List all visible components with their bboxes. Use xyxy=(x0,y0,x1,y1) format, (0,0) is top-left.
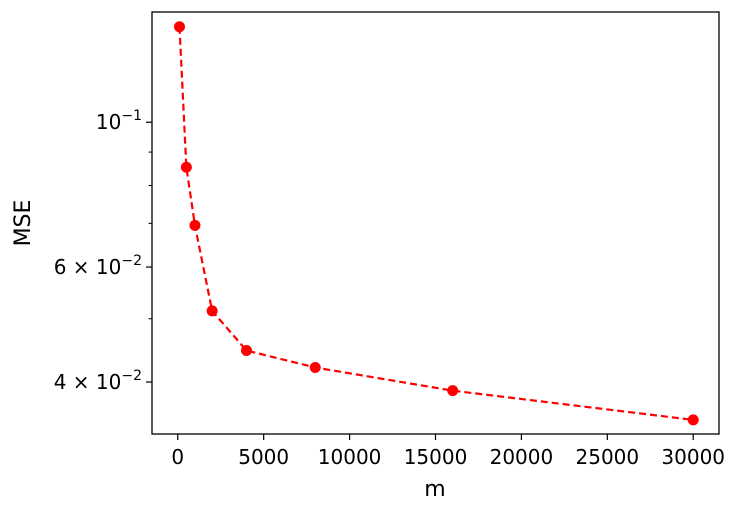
x-tick-label: 30000 xyxy=(661,445,725,469)
y-axis-label: MSE xyxy=(11,200,36,247)
x-tick-label: 20000 xyxy=(490,445,554,469)
data-point xyxy=(241,345,252,357)
data-point xyxy=(447,385,459,397)
series-layer xyxy=(173,21,699,426)
x-tick-label: 10000 xyxy=(318,445,382,469)
data-point xyxy=(309,362,321,374)
y-tick-label: 4 × 10−2 xyxy=(54,368,142,394)
x-tick-label: 15000 xyxy=(404,445,468,469)
x-tick-label: 25000 xyxy=(576,445,640,469)
y-tick-label: 6 × 10−2 xyxy=(54,253,142,279)
x-axis-ticks: 0 5000 10000 15000 20000 25000 30000 xyxy=(171,434,725,469)
x-tick-label: 0 xyxy=(171,445,184,469)
data-point xyxy=(173,21,185,33)
data-point xyxy=(206,305,218,317)
y-tick-label: 10−1 xyxy=(96,108,142,134)
x-axis-label: m xyxy=(424,477,445,502)
data-point xyxy=(687,414,699,426)
plot-frame xyxy=(151,11,720,435)
series-line xyxy=(178,26,694,421)
plot-area xyxy=(152,12,719,434)
data-point xyxy=(180,161,192,173)
y-axis-ticks: 10−1 6 × 10−2 4 × 10−2 xyxy=(54,108,152,394)
data-point xyxy=(189,219,201,231)
x-tick-label: 5000 xyxy=(238,445,289,469)
